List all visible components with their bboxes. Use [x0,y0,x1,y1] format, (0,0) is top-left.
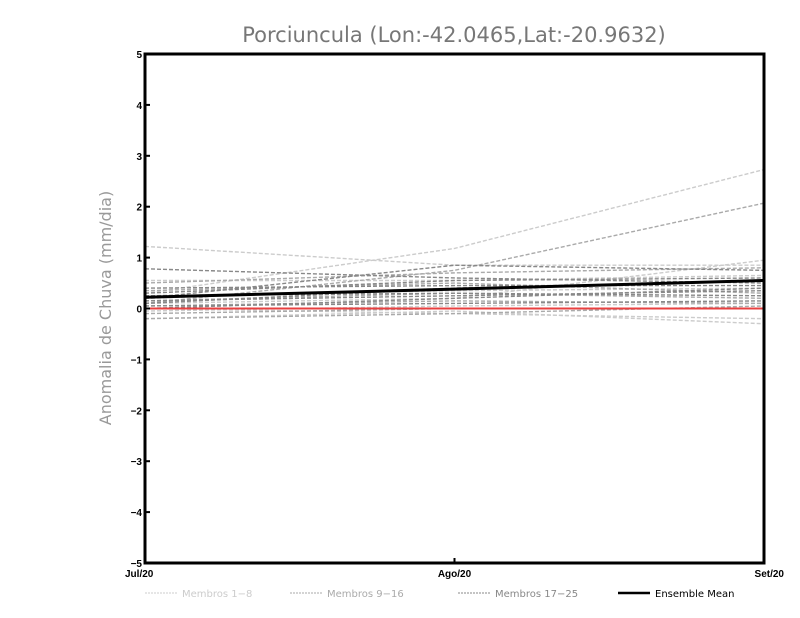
member-line-3-3 [144,277,765,294]
member-line-1-3 [144,310,765,325]
ensemble-mean-line [144,279,765,299]
y-tick-label: −3 [131,457,143,468]
y-tick-label: 0 [136,305,142,316]
y-tick-label: −2 [131,406,143,417]
legend-label: Ensemble Mean [655,589,734,600]
member-line-2-4 [144,282,765,294]
member-line-2-2 [144,267,765,284]
member-line-3-5 [144,284,764,289]
chart-title: Porciuncula (Lon:-42.0465,Lat:-20.9632) [242,23,666,47]
legend-label: Membros 9−16 [327,589,404,600]
y-tick-label: 5 [136,50,142,61]
legend-label: Membros 1−8 [182,589,252,600]
legend-item: Membros 17−25 [458,589,578,600]
member-line-1-1 [144,245,764,266]
y-tick-label: 3 [136,152,142,163]
y-tick-label: 1 [136,254,142,265]
member-line-1-2 [144,168,765,294]
y-tick-label: −1 [131,355,143,366]
member-line-3-1 [144,268,765,284]
member-line-2-6 [144,300,765,307]
legend-item: Ensemble Mean [618,589,734,600]
member-line-2-1 [144,202,765,305]
member-line-3-8 [144,287,765,310]
member-line-2-8 [144,305,765,320]
x-tick-label: Ago/20 [438,569,472,580]
legend-item: Membros 9−16 [290,589,404,600]
y-tick-label: 2 [136,203,142,214]
y-tick-label: −4 [131,508,143,519]
y-axis-label: Anomalia de Chuva (mm/dia) [96,191,115,425]
x-tick-label: Jul/20 [125,569,154,580]
member-line-3-4 [144,289,765,302]
y-tick-label: 4 [136,101,142,112]
legend-label: Membros 17−25 [495,589,578,600]
x-tick-label: Set/20 [755,569,785,580]
y-tick-label: −5 [131,559,143,570]
legend-item: Membros 1−8 [145,589,252,600]
